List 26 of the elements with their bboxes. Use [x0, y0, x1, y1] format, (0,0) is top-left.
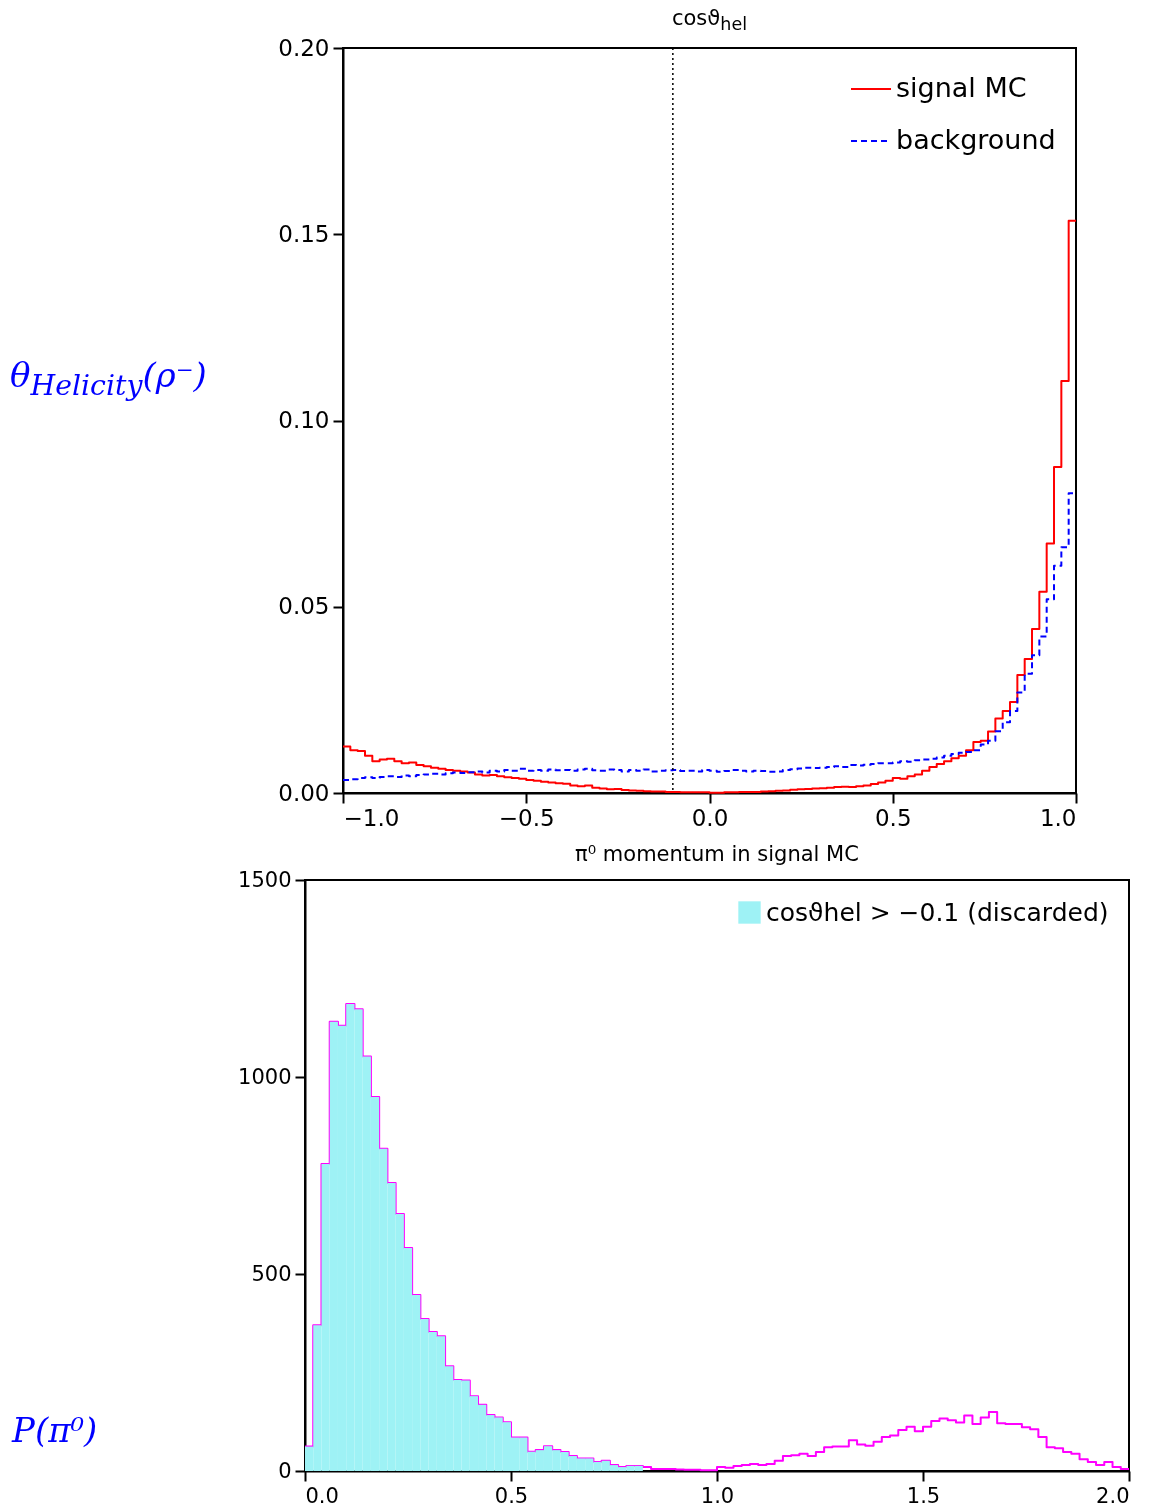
- x-tick-label: 1.0: [1039, 804, 1077, 831]
- x-tick-label: 0.0: [305, 1483, 339, 1508]
- x-tick-label: 2.0: [1096, 1483, 1130, 1508]
- x-tick-label: 0.5: [494, 1483, 529, 1508]
- x-tick-label: 1.5: [906, 1483, 941, 1508]
- y-axis-title: θ$_{Helicity}$(ρ⁻): [10, 355, 207, 402]
- y-tick-label: 500: [251, 1261, 292, 1286]
- x-tick-label: 0.5: [874, 804, 912, 831]
- x-tick-label: 1.0: [700, 1483, 735, 1508]
- y-tick-label: 0.05: [278, 593, 330, 620]
- y-tick-label: 0.10: [278, 407, 330, 433]
- y-tick-label: 1000: [238, 1064, 292, 1089]
- y-tick-label: 0.00: [278, 779, 330, 806]
- y-tick-label: 1500: [238, 867, 292, 892]
- legend-label: cosϑhel > −0.1 (discarded): [766, 897, 1109, 927]
- y-tick-label: 0.20: [278, 34, 330, 61]
- y-tick-label: 0: [278, 1458, 292, 1483]
- y-axis-title: P(π⁰): [12, 1410, 98, 1450]
- legend-label: background: [896, 124, 1056, 155]
- x-tick-label: 0.0: [691, 804, 729, 831]
- chart-title: cosϑ$_{hel}$: [670, 6, 749, 35]
- chart-title: π⁰ momentum in signal MC: [574, 842, 860, 866]
- x-tick-label: −0.5: [498, 804, 555, 831]
- y-tick-label: 0.15: [278, 220, 330, 247]
- legend-label: signal MC: [896, 72, 1027, 103]
- x-tick-label: −1.0: [343, 804, 400, 831]
